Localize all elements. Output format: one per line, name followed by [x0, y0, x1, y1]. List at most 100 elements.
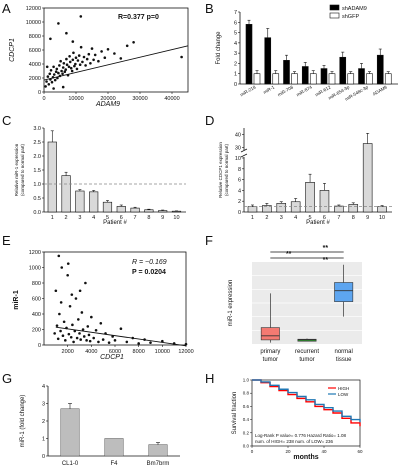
h-counts-text: num. of HIGH= 238 num. of LOW= 236 — [255, 439, 334, 444]
b-category-label: ADAM9 — [372, 84, 388, 96]
b-bar — [272, 73, 280, 85]
e-ytick-label: 400 — [32, 312, 41, 318]
a-point — [73, 64, 76, 68]
b-bar — [366, 73, 373, 85]
b-bar — [358, 68, 365, 85]
a-point — [180, 55, 183, 59]
a-ytick-label: 8000 — [29, 34, 41, 40]
d-x-axis-label: Patient # — [306, 220, 330, 226]
e-point — [66, 273, 69, 277]
c-category-label: 3 — [78, 215, 81, 221]
e-point — [81, 328, 85, 331]
e-point — [55, 324, 59, 327]
a-point — [79, 15, 83, 18]
d-ytick-label: 0 — [238, 210, 241, 216]
a-plot-frame — [43, 7, 189, 93]
e-point — [56, 337, 60, 341]
b-y-axis-label: Fold change — [216, 31, 222, 65]
e-point — [84, 281, 87, 285]
a-point — [68, 55, 71, 58]
c-y-axis-label: Relative miR-1 expression — [14, 143, 19, 196]
e-point — [184, 342, 188, 346]
a-point — [61, 85, 65, 89]
panel-label-d: D — [205, 113, 214, 128]
a-point — [48, 72, 52, 76]
e-point — [78, 289, 82, 293]
b-bar — [291, 73, 298, 85]
e-xtick-label: 4000 — [85, 349, 97, 355]
h-xtick-label: 40 — [321, 449, 327, 454]
b-bar — [320, 68, 328, 85]
b-bar — [384, 73, 392, 85]
a-point — [119, 57, 123, 60]
b-bar — [347, 73, 355, 85]
h-ytick-label: 0.8 — [243, 391, 250, 396]
d-ytick-label: 2 — [238, 199, 241, 205]
e-point — [74, 297, 78, 300]
a-xtick-label: 0 — [42, 96, 45, 102]
h-ytick-label: 1.0 — [243, 378, 250, 383]
e-point — [82, 335, 86, 338]
f-box — [260, 327, 280, 341]
b-bar — [283, 60, 290, 85]
e-point — [86, 325, 90, 328]
e-point — [70, 293, 74, 296]
d-bar — [362, 143, 373, 213]
a-point — [45, 65, 49, 69]
h-ytick-label: 0.4 — [243, 417, 250, 422]
d-category-label: 9 — [366, 215, 369, 221]
d-category-label: 5 — [309, 215, 312, 221]
g-ytick-label: 4 — [42, 384, 45, 390]
a-point — [85, 57, 89, 61]
e-point — [59, 301, 63, 304]
b-bar — [376, 54, 384, 85]
b-ytick-label: 2 — [234, 61, 237, 67]
b-bar — [301, 66, 309, 85]
e-point — [101, 338, 105, 341]
h-xtick-label: 0 — [251, 449, 254, 454]
b-ytick-label: 3 — [234, 51, 237, 57]
a-point — [72, 51, 75, 55]
b-ytick-label: 5 — [234, 31, 237, 37]
f-category-label-2: tissue — [336, 357, 352, 363]
b-bar — [339, 56, 347, 85]
d-ytick-label: 6 — [238, 178, 241, 184]
e-ytick-label: 1000 — [29, 266, 41, 272]
a-point — [81, 60, 84, 64]
e-point — [113, 339, 117, 342]
panel-label-b: B — [205, 1, 214, 16]
d-axis-break — [240, 148, 248, 153]
b-legend-label: shGFP — [342, 14, 359, 20]
d-bar — [305, 182, 315, 213]
f-y-axis-label: miR-1 expression — [228, 280, 234, 327]
a-ytick-label: 0 — [38, 90, 41, 96]
d-ytick-label: 10 — [235, 156, 241, 162]
a-y-axis-label: CDCP1 — [9, 38, 16, 62]
a-ytick-label: 4000 — [29, 62, 41, 68]
a-point — [82, 55, 86, 59]
a-point — [54, 70, 58, 73]
e-xtick-label: 6000 — [109, 349, 121, 355]
a-point — [97, 59, 100, 63]
e-point — [107, 341, 111, 344]
a-point — [74, 56, 78, 59]
a-point — [113, 52, 116, 55]
c-category-label: 2 — [65, 215, 68, 221]
a-xtick-label: 10000 — [68, 96, 83, 102]
a-point — [67, 65, 71, 69]
e-point — [88, 339, 92, 343]
h-xtick-label: 60 — [357, 449, 363, 454]
e-point — [80, 311, 84, 314]
c-category-label: 9 — [161, 215, 164, 221]
b-bar — [309, 73, 317, 85]
a-point — [63, 70, 67, 73]
c-ytick-label: 0.5 — [33, 196, 41, 202]
a-point — [49, 37, 52, 41]
a-point — [64, 68, 68, 71]
a-point — [89, 62, 92, 65]
a-point — [75, 67, 79, 71]
e-point — [119, 327, 123, 331]
a-point — [55, 67, 59, 71]
panel-label-f: F — [205, 233, 213, 248]
